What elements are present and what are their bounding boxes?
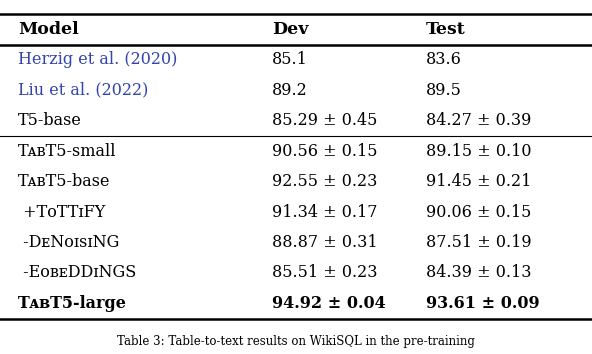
Text: 91.45 ± 0.21: 91.45 ± 0.21 <box>426 173 532 190</box>
Text: TᴀʙT5-base: TᴀʙT5-base <box>18 173 110 190</box>
Text: 88.87 ± 0.31: 88.87 ± 0.31 <box>272 234 378 251</box>
Text: 91.34 ± 0.17: 91.34 ± 0.17 <box>272 204 378 221</box>
Text: T5-base: T5-base <box>18 112 82 129</box>
Text: Liu et al. (2022): Liu et al. (2022) <box>18 82 148 99</box>
Text: 85.29 ± 0.45: 85.29 ± 0.45 <box>272 112 378 129</box>
Text: 93.61 ± 0.09: 93.61 ± 0.09 <box>426 295 540 312</box>
Text: 89.2: 89.2 <box>272 82 308 99</box>
Text: 85.51 ± 0.23: 85.51 ± 0.23 <box>272 264 378 281</box>
Text: 89.15 ± 0.10: 89.15 ± 0.10 <box>426 143 532 160</box>
Text: 84.39 ± 0.13: 84.39 ± 0.13 <box>426 264 532 281</box>
Text: 90.06 ± 0.15: 90.06 ± 0.15 <box>426 204 532 221</box>
Text: Dev: Dev <box>272 21 309 38</box>
Text: +TᴏTTɪFY: +TᴏTTɪFY <box>18 204 105 221</box>
Text: Table 3: Table-to-text results on WikiSQL in the pre-training: Table 3: Table-to-text results on WikiSQ… <box>117 335 475 348</box>
Text: 83.6: 83.6 <box>426 51 462 68</box>
Text: 87.51 ± 0.19: 87.51 ± 0.19 <box>426 234 532 251</box>
Text: Model: Model <box>18 21 79 38</box>
Text: 90.56 ± 0.15: 90.56 ± 0.15 <box>272 143 378 160</box>
Text: -EᴏʙᴇDDɪNGS: -EᴏʙᴇDDɪNGS <box>18 264 136 281</box>
Text: 92.55 ± 0.23: 92.55 ± 0.23 <box>272 173 378 190</box>
Text: TᴀʙT5-small: TᴀʙT5-small <box>18 143 116 160</box>
Text: 89.5: 89.5 <box>426 82 462 99</box>
Text: 85.1: 85.1 <box>272 51 308 68</box>
Text: -DᴇNᴏɪsɪNG: -DᴇNᴏɪsɪNG <box>18 234 119 251</box>
Text: 84.27 ± 0.39: 84.27 ± 0.39 <box>426 112 532 129</box>
Text: TᴀʙT5-large: TᴀʙT5-large <box>18 295 127 312</box>
Text: Herzig et al. (2020): Herzig et al. (2020) <box>18 51 177 68</box>
Text: Test: Test <box>426 21 466 38</box>
Text: 94.92 ± 0.04: 94.92 ± 0.04 <box>272 295 386 312</box>
